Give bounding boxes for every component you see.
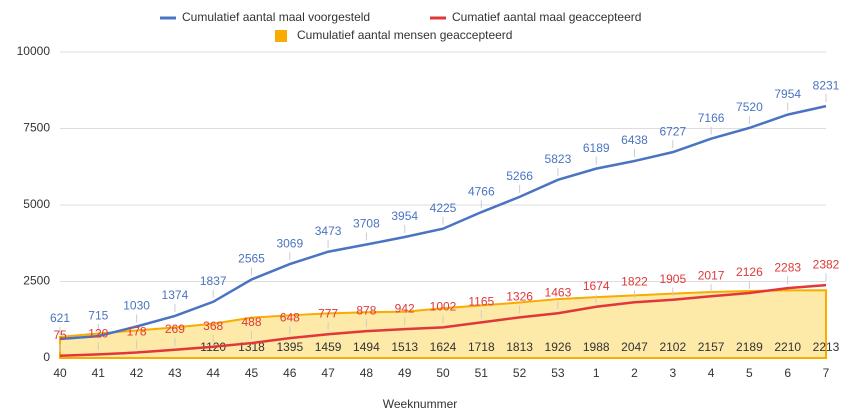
data-label: 2213 bbox=[813, 340, 840, 354]
data-label: 1165 bbox=[468, 295, 494, 309]
data-label: 1822 bbox=[621, 274, 648, 288]
x-tick-label: 53 bbox=[551, 366, 565, 380]
x-tick-label: 44 bbox=[207, 366, 221, 380]
x-tick-label: 48 bbox=[360, 366, 374, 380]
x-tick-label: 46 bbox=[283, 366, 297, 380]
x-tick-label: 7 bbox=[823, 366, 830, 380]
data-label: 2283 bbox=[774, 260, 801, 274]
y-tick-label: 10000 bbox=[17, 44, 51, 58]
x-tick-label: 40 bbox=[53, 366, 67, 380]
line bbox=[59, 104, 827, 341]
data-label: 942 bbox=[395, 301, 415, 315]
data-label: 1624 bbox=[430, 340, 457, 354]
x-tick-label: 52 bbox=[513, 366, 527, 380]
data-label: 1837 bbox=[200, 274, 227, 288]
data-label: 1002 bbox=[430, 300, 457, 314]
data-label: 1374 bbox=[162, 288, 189, 302]
x-tick-label: 41 bbox=[92, 366, 106, 380]
data-label: 3708 bbox=[353, 217, 380, 231]
data-label: 1988 bbox=[583, 340, 610, 354]
data-label: 3069 bbox=[276, 236, 303, 250]
x-tick-label: 42 bbox=[130, 366, 144, 380]
data-label: 2565 bbox=[238, 252, 265, 266]
legend-label: Cumulatief aantal mensen geaccepteerd bbox=[297, 28, 512, 42]
x-tick-label: 2 bbox=[631, 366, 638, 380]
data-label: 6438 bbox=[621, 133, 648, 147]
data-label: 1459 bbox=[315, 340, 342, 354]
data-label: 4766 bbox=[468, 184, 495, 198]
data-label: 75 bbox=[53, 328, 67, 342]
data-label: 1718 bbox=[468, 340, 495, 354]
data-label: 2102 bbox=[659, 340, 686, 354]
x-tick-label: 50 bbox=[436, 366, 450, 380]
x-tick-label: 3 bbox=[669, 366, 676, 380]
data-label: 1395 bbox=[276, 340, 303, 354]
legend-label: Cumulatief aantal maal voorgesteld bbox=[182, 10, 370, 24]
data-label: 2126 bbox=[736, 265, 763, 279]
data-label: 7520 bbox=[736, 100, 763, 114]
data-label: 621 bbox=[50, 311, 70, 325]
x-tick-label: 6 bbox=[784, 366, 791, 380]
data-label: 1494 bbox=[353, 340, 380, 354]
x-tick-label: 47 bbox=[321, 366, 335, 380]
legend-swatch bbox=[275, 30, 287, 42]
y-tick-label: 7500 bbox=[23, 121, 50, 135]
data-label: 2189 bbox=[736, 340, 763, 354]
x-tick-label: 5 bbox=[746, 366, 753, 380]
data-label: 1030 bbox=[123, 299, 150, 313]
x-tick-label: 1 bbox=[593, 366, 600, 380]
line bbox=[59, 283, 827, 357]
data-label: 269 bbox=[165, 322, 185, 336]
data-label: 1326 bbox=[506, 290, 533, 304]
legend-label: Cumatief aantal maal geaccepteerd bbox=[452, 10, 641, 24]
data-label: 1813 bbox=[506, 340, 533, 354]
data-label: 120 bbox=[88, 326, 108, 340]
data-label: 1674 bbox=[583, 279, 610, 293]
data-label: 5823 bbox=[545, 152, 572, 166]
data-label: 648 bbox=[280, 310, 300, 324]
data-label: 777 bbox=[318, 306, 338, 320]
data-label: 7954 bbox=[774, 87, 801, 101]
y-tick-label: 5000 bbox=[23, 197, 50, 211]
data-label: 6189 bbox=[583, 141, 610, 155]
x-tick-label: 45 bbox=[245, 366, 259, 380]
data-label: 1463 bbox=[545, 285, 572, 299]
data-label: 4225 bbox=[430, 201, 457, 215]
data-label: 8231 bbox=[813, 78, 840, 92]
y-tick-label: 2500 bbox=[23, 274, 50, 288]
x-axis-title: Weeknummer bbox=[383, 397, 457, 411]
data-label: 2017 bbox=[698, 268, 725, 282]
data-label: 2157 bbox=[698, 340, 725, 354]
data-label: 178 bbox=[127, 325, 147, 339]
data-label: 2382 bbox=[813, 257, 840, 271]
data-label: 1926 bbox=[545, 340, 572, 354]
data-label: 3954 bbox=[391, 209, 418, 223]
data-label: 7166 bbox=[698, 111, 725, 125]
y-tick-label: 0 bbox=[43, 350, 50, 364]
x-tick-label: 51 bbox=[475, 366, 489, 380]
data-label: 1905 bbox=[659, 272, 686, 286]
data-label: 878 bbox=[356, 303, 376, 317]
data-label: 2210 bbox=[774, 340, 801, 354]
data-label: 488 bbox=[241, 315, 261, 329]
data-label: 3473 bbox=[315, 224, 342, 238]
data-label: 5266 bbox=[506, 169, 533, 183]
data-label: 1513 bbox=[391, 340, 418, 354]
data-label: 2047 bbox=[621, 340, 648, 354]
x-tick-label: 43 bbox=[168, 366, 182, 380]
data-label: 6727 bbox=[659, 124, 686, 138]
x-tick-label: 4 bbox=[708, 366, 715, 380]
data-label: 368 bbox=[203, 319, 223, 333]
data-label: 715 bbox=[88, 308, 108, 322]
x-tick-label: 49 bbox=[398, 366, 412, 380]
